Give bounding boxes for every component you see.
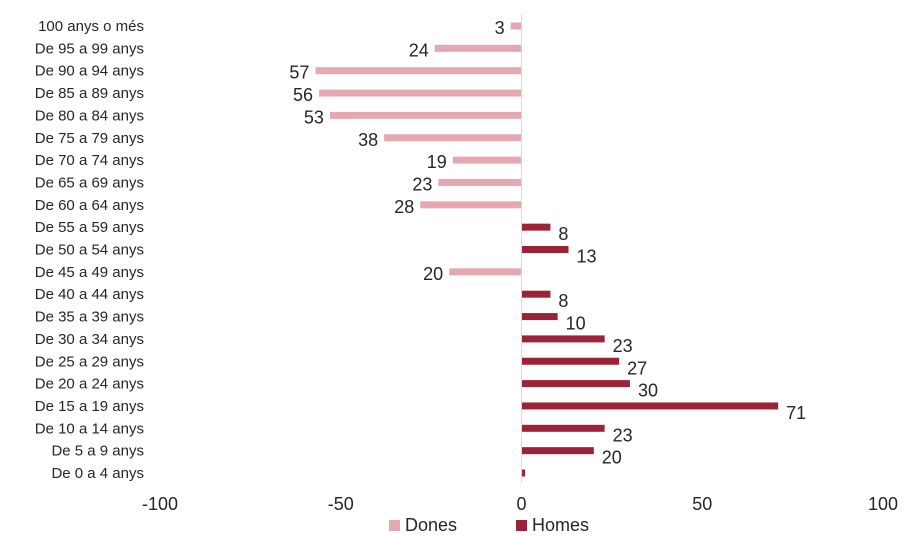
dones-bar <box>438 178 522 186</box>
category-label: De 65 a 69 anys <box>35 174 144 191</box>
homes-bar <box>521 290 551 298</box>
data-label: 23 <box>613 336 633 356</box>
category-label: De 40 a 44 anys <box>35 286 144 303</box>
category-label: De 85 a 89 anys <box>35 85 144 102</box>
homes-bar <box>521 469 526 477</box>
data-label: 24 <box>409 40 429 60</box>
data-label: 8 <box>558 291 568 311</box>
data-label: 10 <box>566 314 586 334</box>
category-label: De 0 a 4 anys <box>51 465 144 482</box>
legend: Dones Homes <box>389 515 589 535</box>
homes-bar <box>521 313 558 321</box>
category-label: De 75 a 79 anys <box>35 130 144 147</box>
data-label: 13 <box>576 247 596 267</box>
x-tick-label: -50 <box>328 494 354 514</box>
category-label: De 35 a 39 anys <box>35 309 144 326</box>
legend-swatch-dones <box>389 520 400 531</box>
category-label: 100 anys o més <box>38 18 144 35</box>
category-label: De 10 a 14 anys <box>35 420 144 437</box>
data-label: 27 <box>627 358 647 378</box>
data-label: 20 <box>602 448 622 468</box>
category-label: De 15 a 19 anys <box>35 398 144 415</box>
legend-label-dones: Dones <box>405 515 457 535</box>
x-axis-ticks: -100 -50 0 50 100 <box>142 494 898 514</box>
dones-bar <box>329 111 522 119</box>
data-label: 20 <box>423 264 443 284</box>
data-label: 38 <box>358 130 378 150</box>
dones-bar <box>420 201 522 209</box>
x-tick-label: 100 <box>868 494 898 514</box>
category-label: De 60 a 64 anys <box>35 197 144 214</box>
homes-bar <box>521 402 779 410</box>
category-label: De 20 a 24 anys <box>35 376 144 393</box>
data-label: 3 <box>495 18 505 38</box>
data-label: 71 <box>786 403 806 423</box>
data-label: 8 <box>558 224 568 244</box>
category-label: De 70 a 74 anys <box>35 152 144 169</box>
homes-bar <box>521 447 594 455</box>
dones-bar <box>319 89 522 97</box>
dones-bar <box>315 67 522 75</box>
dones-bar <box>434 44 522 52</box>
data-label: 57 <box>289 63 309 83</box>
bars-layer <box>315 22 779 477</box>
dones-bar <box>452 156 522 164</box>
category-label: De 95 a 99 anys <box>35 40 144 57</box>
homes-bar <box>521 424 605 432</box>
dones-bar <box>510 22 522 30</box>
category-label: De 25 a 29 anys <box>35 353 144 370</box>
data-label: 19 <box>427 152 447 172</box>
data-label: 28 <box>394 197 414 217</box>
category-label: De 5 a 9 anys <box>51 443 144 460</box>
category-label: De 30 a 34 anys <box>35 331 144 348</box>
homes-bar <box>521 335 605 343</box>
data-label: 23 <box>412 174 432 194</box>
dones-bar <box>449 268 522 276</box>
data-label: 53 <box>304 107 324 127</box>
legend-label-homes: Homes <box>532 515 589 535</box>
category-label: De 50 a 54 anys <box>35 242 144 259</box>
dones-bar <box>384 134 522 142</box>
x-tick-label: 50 <box>692 494 712 514</box>
homes-bar <box>521 357 620 365</box>
homes-bar <box>521 380 630 388</box>
x-tick-label: -100 <box>142 494 178 514</box>
x-tick-label: 0 <box>516 494 526 514</box>
category-label: De 90 a 94 anys <box>35 63 144 80</box>
category-labels: 100 anys o més De 95 a 99 anys De 90 a 94 … <box>35 18 144 482</box>
data-label: 56 <box>293 85 313 105</box>
data-label: 30 <box>638 381 658 401</box>
category-label: De 80 a 84 anys <box>35 107 144 124</box>
category-label: De 55 a 59 anys <box>35 219 144 236</box>
homes-bar <box>521 223 551 231</box>
category-label: De 45 a 49 anys <box>35 264 144 281</box>
homes-bar <box>521 246 569 253</box>
data-label: 23 <box>613 425 633 445</box>
legend-swatch-homes <box>516 520 527 531</box>
